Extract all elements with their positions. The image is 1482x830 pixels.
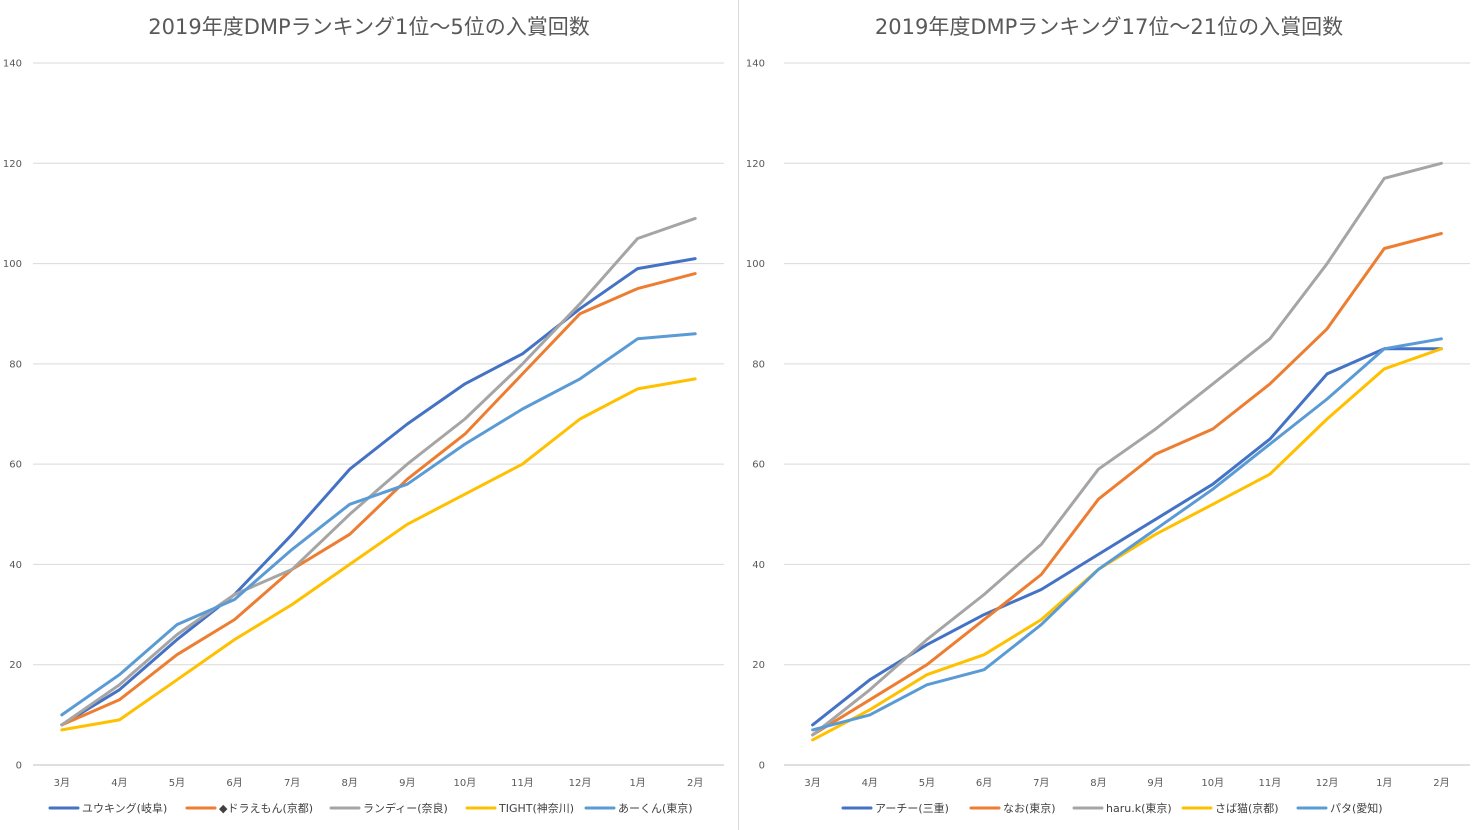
c0-x-tick-label: 5月 — [169, 777, 185, 789]
c1-y-tick-label: 100 — [746, 259, 765, 270]
c1-y-tick-label: 140 — [746, 59, 765, 70]
c0-x-tick-label: 7月 — [284, 777, 300, 789]
c1-x-tick-label: 10月 — [1201, 777, 1224, 789]
c0-legend-label-1: ◆ドラえもん(京都) — [219, 801, 313, 815]
chart-divider — [738, 0, 739, 830]
c0-title: 2019年度DMPランキング1位〜5位の入賞回数 — [148, 15, 590, 39]
c0-series-line-3 — [60, 377, 697, 732]
c1-x-tick-label: 9月 — [1147, 777, 1163, 789]
c1-y-tick-label: 120 — [746, 159, 765, 170]
c0-y-tick-label: 140 — [3, 59, 22, 70]
c0-x-tick-label: 10月 — [454, 777, 477, 789]
c0-x-tick-label: 9月 — [399, 777, 415, 789]
chart-left: 2019年度DMPランキング1位〜5位の入賞回数 0 20 40 60 80 100 120 1… — [3, 15, 724, 815]
c1-y-tick-label: 20 — [752, 660, 765, 671]
c0-y-tick-label: 40 — [9, 560, 22, 571]
c1-y-tick-label: 60 — [752, 460, 765, 471]
c0-y-tick-label: 20 — [9, 660, 22, 671]
c1-y-tick-label: 0 — [759, 761, 765, 772]
c0-x-tick-label: 12月 — [569, 777, 592, 789]
c0-legend-label-4: あーくん(東京) — [618, 801, 693, 815]
c0-x-tick-label: 3月 — [54, 777, 70, 789]
c1-series-line-0 — [811, 347, 1443, 727]
c1-x-tick-label: 6月 — [976, 777, 992, 789]
c1-series-line-2 — [811, 161, 1443, 737]
c1-x-tick-label: 5月 — [919, 777, 935, 789]
c0-legend-label-0: ユウキング(岐阜) — [82, 801, 167, 815]
chart-right: 2019年度DMPランキング17位〜21位の入賞回数 0 20 40 60 80 100 12… — [746, 15, 1470, 815]
c1-legend-label-2: haru.k(東京) — [1106, 801, 1172, 815]
c1-x-tick-label: 8月 — [1090, 777, 1106, 789]
c0-series-line-1 — [60, 272, 697, 727]
c1-series-line-3 — [811, 347, 1443, 742]
c1-series-line-4 — [811, 337, 1443, 732]
c1-gridlines — [784, 62, 1470, 766]
c1-x-tick-label: 1月 — [1376, 777, 1392, 789]
c1-legend-label-3: さば猫(京都) — [1215, 801, 1279, 815]
c0-x-tick-label: 1月 — [629, 777, 645, 789]
c0-x-tick-label: 4月 — [111, 777, 127, 789]
c0-x-tick-label: 2月 — [687, 777, 703, 789]
c1-title: 2019年度DMPランキング17位〜21位の入賞回数 — [875, 15, 1343, 39]
c1-legend-label-4: パタ(愛知) — [1330, 801, 1383, 815]
c1-x-tick-label: 12月 — [1316, 777, 1339, 789]
c0-x-tick-label: 11月 — [511, 777, 534, 789]
c0-x-tick-label: 6月 — [226, 777, 242, 789]
c1-legend-label-1: なお(東京) — [1003, 801, 1056, 815]
c1-legend-label-0: アーチー(三重) — [875, 801, 949, 815]
c0-y-tick-label: 100 — [3, 259, 22, 270]
c0-x-tick-label: 8月 — [342, 777, 358, 789]
c1-series-line-1 — [811, 232, 1443, 737]
c1-y-tick-label: 80 — [752, 359, 765, 370]
c1-x-tick-label: 4月 — [862, 777, 878, 789]
c0-series-line-2 — [60, 216, 697, 727]
c0-legend: ユウキング(岐阜) ◆ドラえもん(京都) ランディー(奈良) TIGHT(神奈川) あー… — [48, 801, 693, 815]
c1-x-tick-label: 7月 — [1033, 777, 1049, 789]
c0-legend-label-3: TIGHT(神奈川) — [498, 801, 574, 815]
c0-y-tick-label: 0 — [16, 761, 22, 772]
c0-y-tick-label: 60 — [9, 460, 22, 471]
c1-x-tick-label: 3月 — [804, 777, 820, 789]
c0-y-tick-label: 80 — [9, 359, 22, 370]
c0-series-line-0 — [60, 257, 697, 727]
c0-series-line-4 — [60, 332, 697, 717]
c0-legend-label-2: ランディー(奈良) — [363, 801, 448, 815]
c0-y-tick-label: 120 — [3, 159, 22, 170]
c1-y-tick-label: 40 — [752, 560, 765, 571]
c1-legend: アーチー(三重) なお(東京) haru.k(東京) さば猫(京都) パタ(愛知) — [841, 801, 1383, 815]
c1-x-tick-label: 11月 — [1259, 777, 1282, 789]
c1-x-tick-label: 2月 — [1433, 777, 1449, 789]
